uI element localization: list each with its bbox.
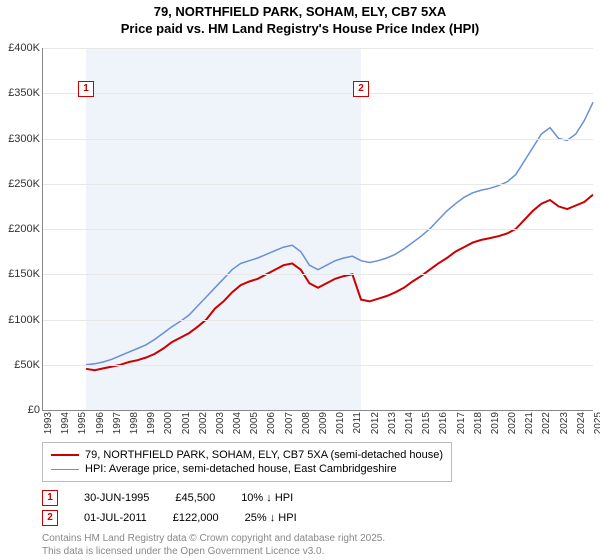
chart-title: 79, NORTHFIELD PARK, SOHAM, ELY, CB7 5XA… [0,0,600,38]
y-tick-label: £200K [2,223,40,235]
x-tick-label: 2005 [249,412,260,442]
legend-item: HPI: Average price, semi-detached house,… [51,463,443,475]
y-tick-label: £300K [2,133,40,145]
legend-box: 79, NORTHFIELD PARK, SOHAM, ELY, CB7 5XA… [42,442,452,482]
legend-swatch [51,469,79,470]
x-tick-label: 2009 [318,412,329,442]
x-tick-label: 1996 [95,412,106,442]
chart-marker: 1 [78,81,94,97]
y-gridline [43,93,593,94]
y-gridline [43,48,593,49]
credit-text: Contains HM Land Registry data © Crown c… [42,532,592,558]
x-tick-label: 2001 [181,412,192,442]
x-tick-label: 2012 [370,412,381,442]
y-tick-label: £250K [2,178,40,190]
x-tick-label: 2020 [507,412,518,442]
y-tick-label: £50K [2,359,40,371]
footnote-row: 2 01-JUL-2011 £122,000 25% ↓ HPI [42,510,592,526]
x-tick-label: 2025 [593,412,600,442]
footnote-delta: 25% ↓ HPI [245,512,297,524]
x-tick-label: 2024 [576,412,587,442]
x-tick-label: 2007 [284,412,295,442]
x-tick-label: 2006 [266,412,277,442]
footnote-marker: 2 [42,510,58,526]
y-gridline [43,274,593,275]
x-tick-label: 1998 [129,412,140,442]
x-tick-label: 1993 [43,412,54,442]
series-price_paid [86,195,593,371]
series-hpi [86,102,593,365]
x-tick-label: 2021 [524,412,535,442]
y-tick-label: £400K [2,42,40,54]
x-tick-label: 2022 [541,412,552,442]
y-gridline [43,229,593,230]
y-gridline [43,365,593,366]
legend-label: 79, NORTHFIELD PARK, SOHAM, ELY, CB7 5XA… [85,449,443,461]
x-tick-label: 2015 [421,412,432,442]
credit-line-1: Contains HM Land Registry data © Crown c… [42,533,385,544]
chart-plot-area: 1993199419951996199719981999200020012002… [42,48,593,411]
footnotes: 1 30-JUN-1995 £45,500 10% ↓ HPI 2 01-JUL-2011… [42,490,592,526]
legend-label: HPI: Average price, semi-detached house,… [85,463,397,475]
x-tick-label: 2000 [163,412,174,442]
x-tick-label: 1997 [112,412,123,442]
x-tick-label: 1999 [146,412,157,442]
footnote-date: 01-JUL-2011 [84,512,147,524]
footnote-price: £45,500 [175,492,215,504]
legend-item: 79, NORTHFIELD PARK, SOHAM, ELY, CB7 5XA… [51,449,443,461]
x-tick-label: 2008 [301,412,312,442]
x-tick-label: 2013 [387,412,398,442]
x-tick-label: 2002 [198,412,209,442]
y-tick-label: £350K [2,87,40,99]
y-gridline [43,320,593,321]
y-tick-label: £150K [2,268,40,280]
x-tick-label: 2017 [456,412,467,442]
legend-and-footnotes: 79, NORTHFIELD PARK, SOHAM, ELY, CB7 5XA… [42,442,592,558]
credit-line-2: This data is licensed under the Open Gov… [42,546,324,557]
y-gridline [43,139,593,140]
y-gridline [43,184,593,185]
x-tick-label: 1994 [60,412,71,442]
x-tick-label: 2016 [438,412,449,442]
x-tick-label: 2018 [473,412,484,442]
x-tick-label: 2010 [335,412,346,442]
y-tick-label: £100K [2,314,40,326]
footnote-row: 1 30-JUN-1995 £45,500 10% ↓ HPI [42,490,592,506]
title-line-2: Price paid vs. HM Land Registry's House … [121,21,480,36]
title-line-1: 79, NORTHFIELD PARK, SOHAM, ELY, CB7 5XA [154,4,447,19]
x-tick-label: 2011 [352,412,363,442]
x-tick-label: 2023 [559,412,570,442]
footnote-delta: 10% ↓ HPI [241,492,293,504]
footnote-price: £122,000 [173,512,219,524]
x-tick-label: 2019 [490,412,501,442]
footnote-marker: 1 [42,490,58,506]
x-tick-label: 2004 [232,412,243,442]
y-tick-label: £0 [2,404,40,416]
chart-marker: 2 [353,81,369,97]
x-tick-label: 2003 [215,412,226,442]
footnote-date: 30-JUN-1995 [84,492,149,504]
x-tick-label: 1995 [77,412,88,442]
x-tick-label: 2014 [404,412,415,442]
legend-swatch [51,454,79,456]
